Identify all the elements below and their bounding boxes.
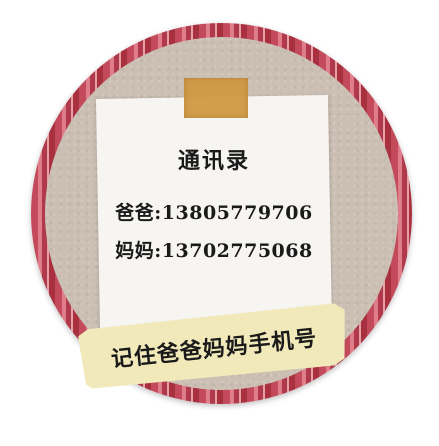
tape-strip — [184, 78, 248, 118]
contact-mom: 妈妈:13702775068 — [115, 240, 313, 262]
contact-dad: 爸爸:13805779706 — [115, 202, 313, 224]
note-title: 通讯录 — [177, 148, 250, 174]
